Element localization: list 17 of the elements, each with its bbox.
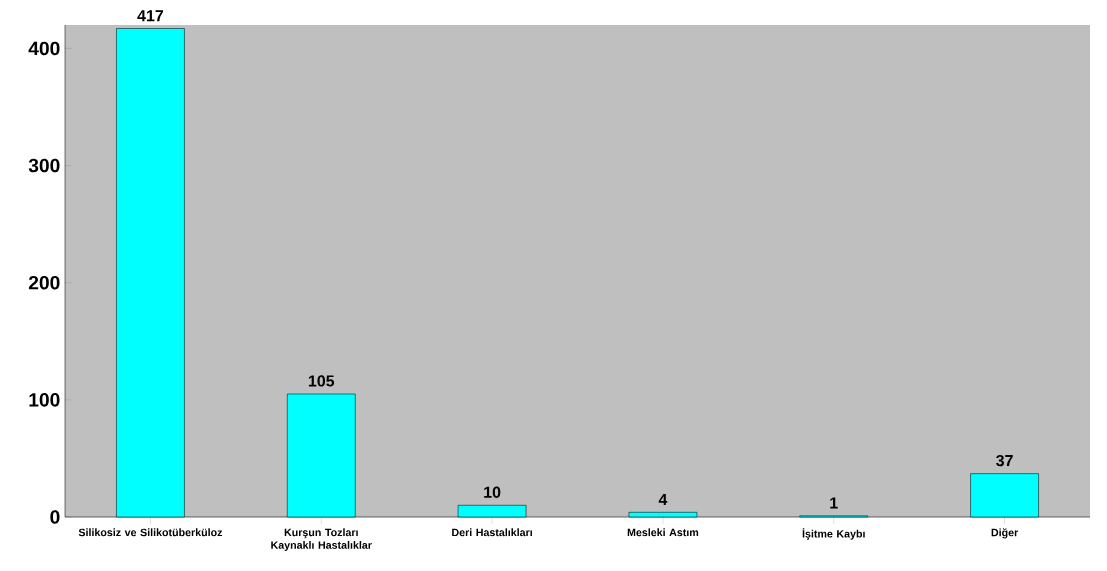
y-tick-label: 300 [28, 158, 60, 173]
x-tick-label: Mesleki Astım [627, 528, 699, 537]
x-tick-label: Diğer [991, 528, 1019, 539]
y-tick-label: 100 [29, 393, 60, 407]
x-tick-label: Deri Hastalıkları [452, 528, 532, 537]
x-tick-label: Kurşun Tozları Kaynaklı Hastalıklar [271, 528, 372, 551]
data-label: 37 [996, 454, 1013, 467]
y-tick-label: 400 [28, 41, 60, 56]
data-label: 1 [830, 497, 838, 509]
y-tick-label: 0 [50, 510, 60, 524]
data-label: 4 [658, 493, 668, 505]
x-tick-label: Silikosiz ve Silikotüberküloz [78, 528, 223, 537]
data-label: 105 [308, 375, 335, 387]
y-tick-label: 200 [28, 275, 60, 290]
x-tick-label: İşitme Kaybı [802, 528, 865, 540]
data-label: 417 [137, 10, 164, 22]
data-label: 10 [484, 486, 501, 498]
